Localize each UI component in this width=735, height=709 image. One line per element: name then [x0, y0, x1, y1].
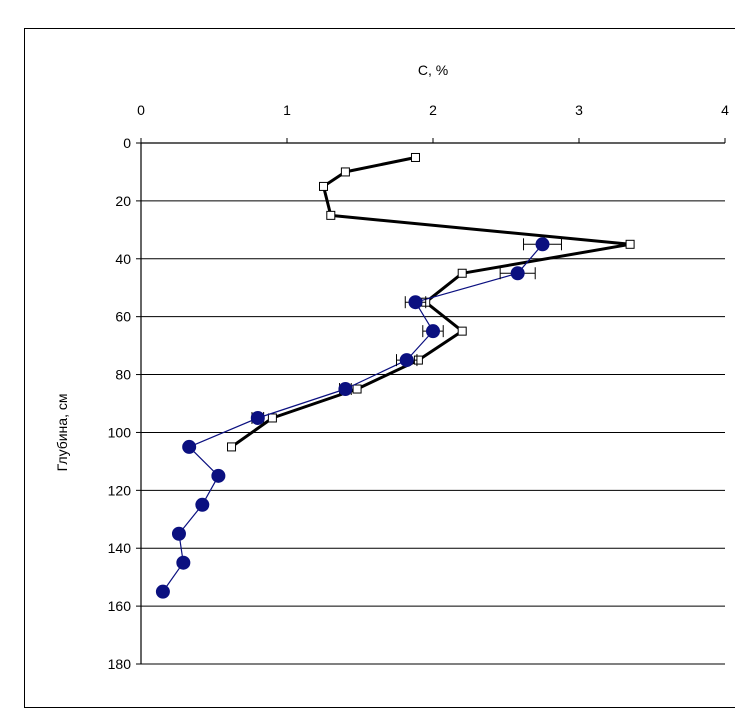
data-point-square	[326, 210, 336, 220]
y-tick-label-120: 120	[108, 482, 132, 498]
data-point-square	[410, 152, 420, 162]
series-2	[155, 237, 562, 599]
axes	[136, 138, 726, 665]
data-point-square	[340, 167, 350, 177]
data-point-square	[267, 413, 277, 423]
x-tick-label-1: 1	[283, 102, 291, 118]
data-point-square	[227, 442, 237, 452]
chart-frame: 0 20 40 60 80 100 120 140 160 180 0 1 2 3 4 C, % Глуби…	[24, 28, 735, 708]
data-point-circle	[338, 382, 353, 397]
grid-lines	[141, 200, 725, 665]
y-tick-label-40: 40	[115, 251, 131, 267]
x-axis-title: C, %	[418, 62, 448, 78]
y-tick-label-0: 0	[123, 135, 131, 151]
x-tick-label-4: 4	[721, 102, 729, 118]
data-point-circle	[408, 295, 423, 310]
data-point-square	[457, 326, 467, 336]
data-point-circle	[155, 584, 170, 599]
y-tick-label-140: 140	[108, 540, 132, 556]
depth-profile-chart: 0 20 40 60 80 100 120 140 160 180 0 1 2 3 4 C, % Глуби…	[54, 62, 729, 672]
series-1	[227, 152, 635, 452]
data-point-circle	[182, 439, 197, 454]
x-tick-label-2: 2	[429, 102, 437, 118]
y-tick-label-20: 20	[115, 193, 131, 209]
y-tick-label-100: 100	[108, 424, 132, 440]
data-point-circle	[211, 468, 226, 483]
y-tick-label-80: 80	[115, 367, 131, 383]
data-point-circle	[399, 353, 414, 368]
data-point-square	[457, 268, 467, 278]
data-point-square	[319, 181, 328, 191]
data-point-circle	[426, 324, 440, 339]
tick-labels: 0 20 40 60 80 100 120 140 160 180 0 1 2 3 4	[108, 102, 729, 672]
y-tick-label-180: 180	[108, 656, 132, 672]
data-point-square	[352, 384, 362, 394]
y-tick-label-160: 160	[108, 598, 132, 614]
y-axis-title: Глубина, см	[54, 393, 70, 471]
data-series	[155, 152, 635, 599]
data-point-square	[625, 239, 635, 249]
data-point-circle	[171, 526, 186, 541]
series-2-line	[162, 243, 543, 592]
data-point-circle	[535, 237, 550, 252]
data-point-circle	[176, 555, 191, 570]
y-tick-label-60: 60	[115, 309, 131, 325]
data-point-circle	[195, 497, 210, 512]
x-tick-label-0: 0	[137, 102, 145, 118]
x-tick-label-3: 3	[575, 102, 583, 118]
data-point-circle	[510, 266, 525, 281]
data-point-circle	[250, 410, 265, 425]
